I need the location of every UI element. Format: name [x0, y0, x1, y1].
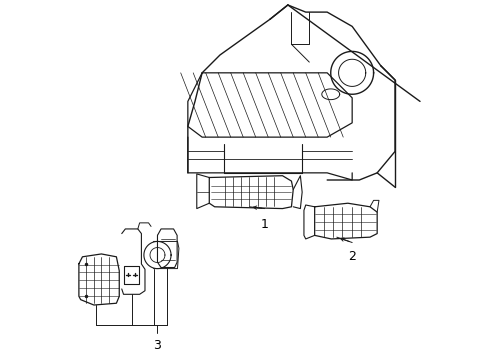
Text: 3: 3: [153, 339, 161, 352]
Text: 1: 1: [261, 217, 269, 230]
Text: 2: 2: [348, 249, 356, 263]
